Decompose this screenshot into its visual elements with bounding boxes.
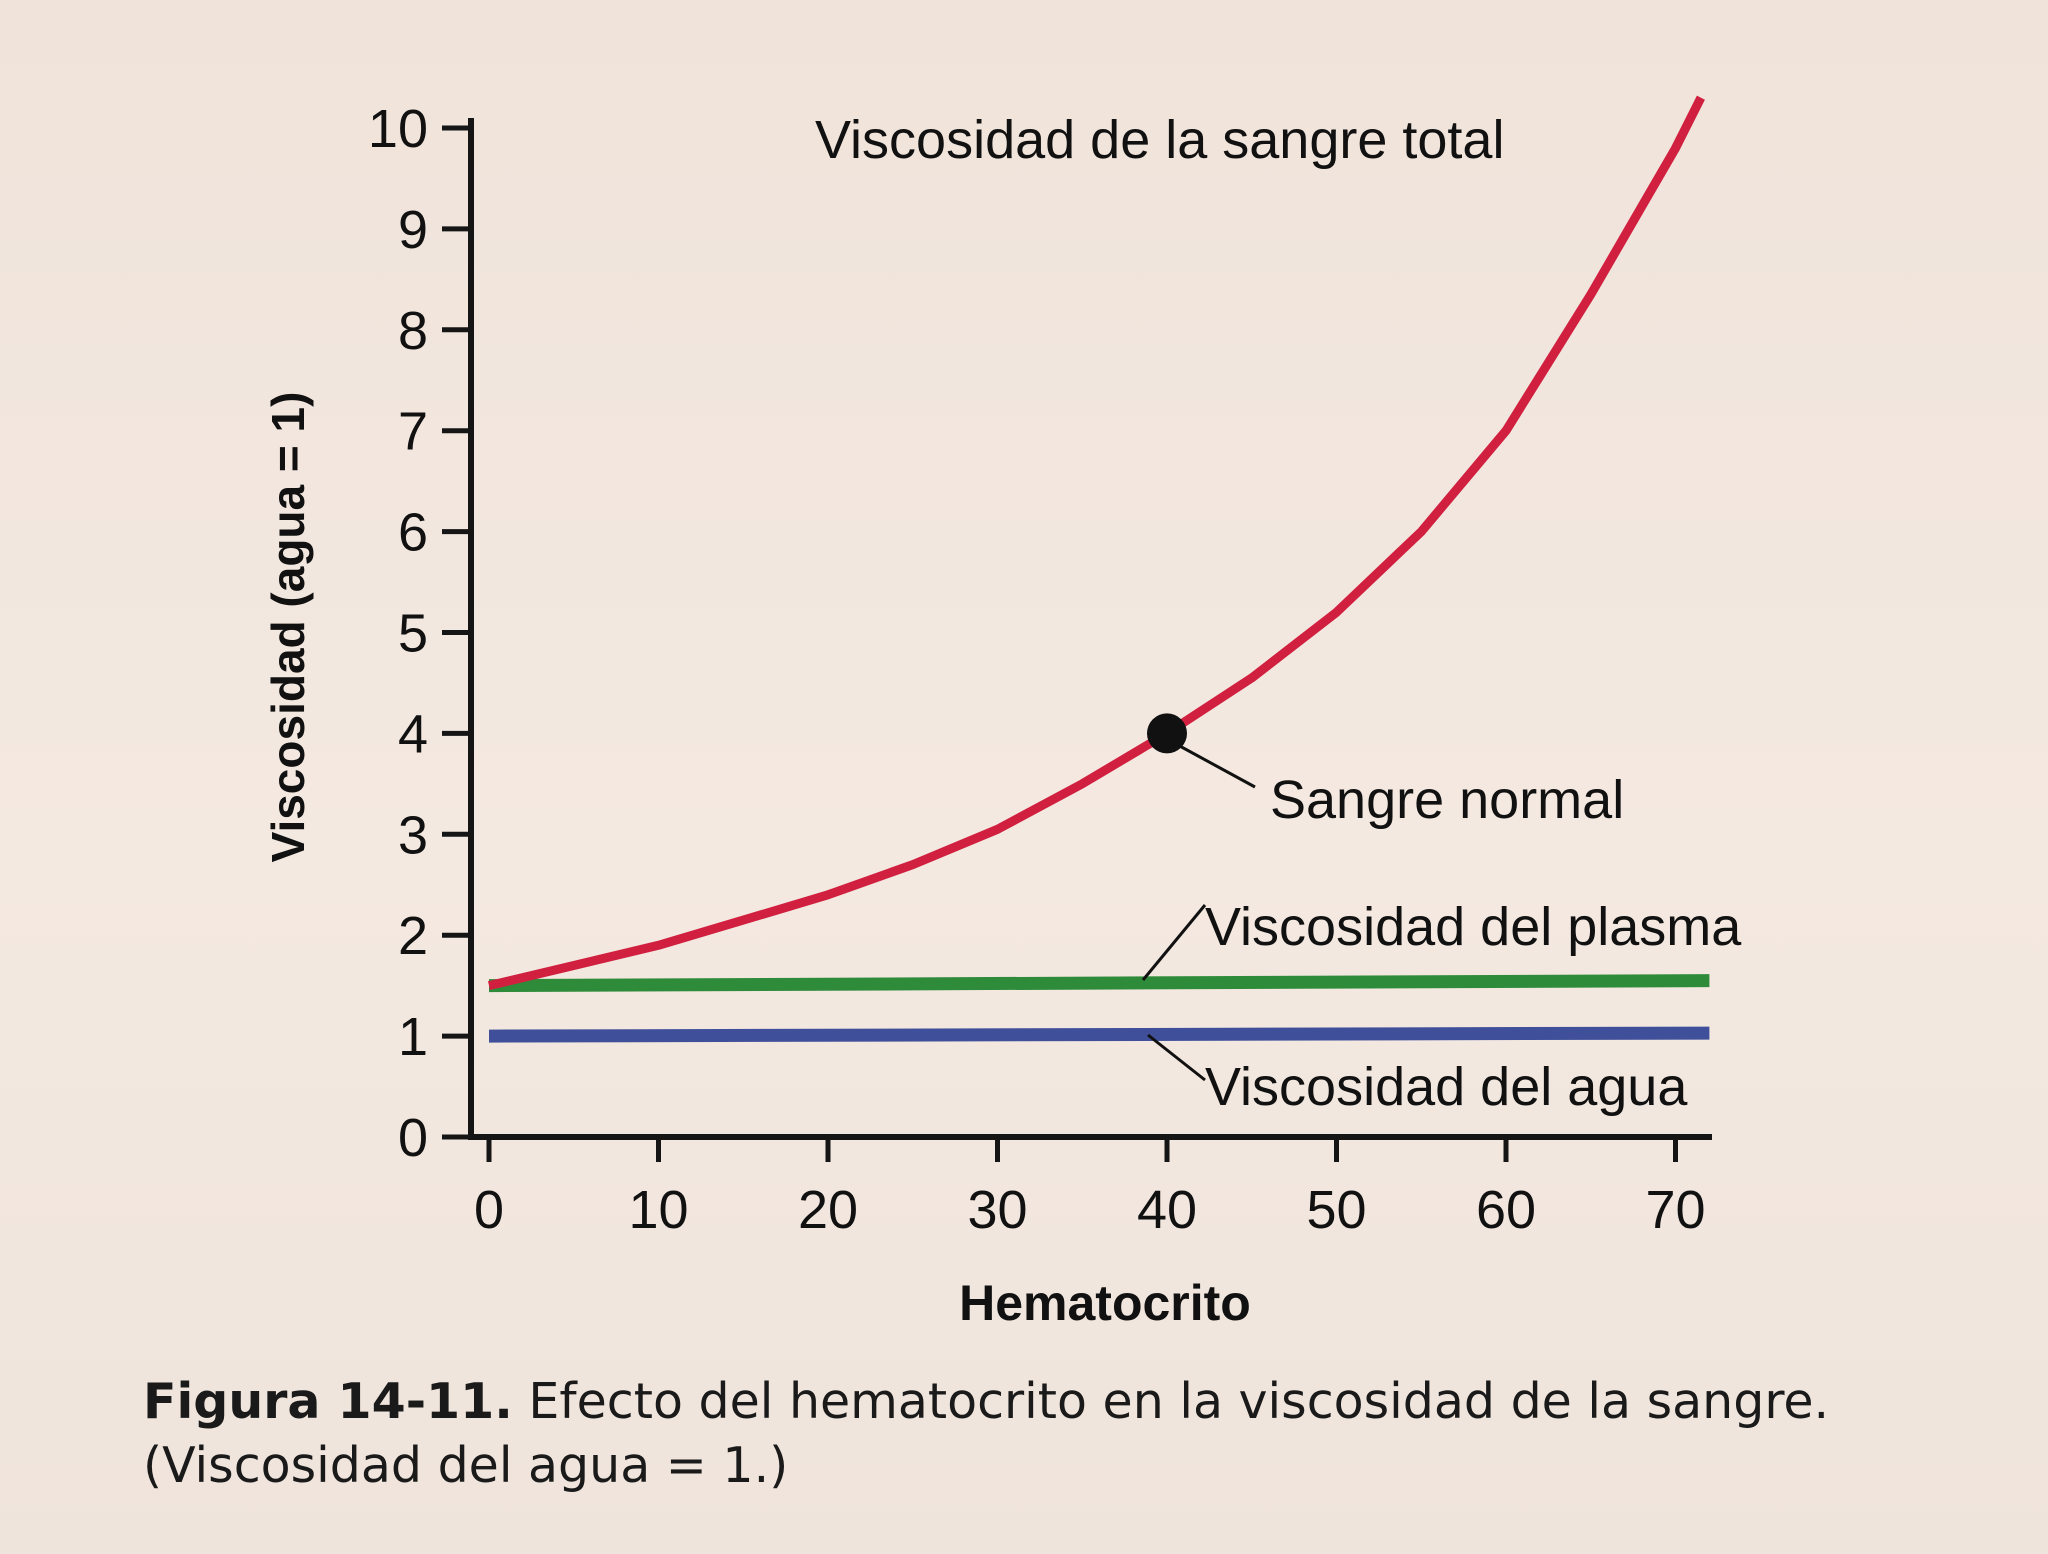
series-line-plasma xyxy=(488,974,1710,993)
caption-text: Efecto del hematocrito en la viscosidad … xyxy=(143,1373,1830,1494)
y-axis-title: Viscosidad (agua = 1) xyxy=(262,392,314,863)
x-tick-label: 40 xyxy=(1137,1180,1197,1240)
series-line-sangre-total xyxy=(487,95,1705,990)
x-tick-label: 70 xyxy=(1645,1180,1705,1240)
y-tick-label: 4 xyxy=(398,704,428,764)
figure-caption: Figura 14-11. Efecto del hematocrito en … xyxy=(143,1370,1993,1498)
y-tick-label: 2 xyxy=(398,906,428,966)
x-tick-label: 10 xyxy=(628,1180,688,1240)
caption-label: Figura 14-11. xyxy=(143,1373,513,1430)
y-tick-label: 8 xyxy=(398,301,428,361)
x-tick-label: 20 xyxy=(798,1180,858,1240)
y-tick-label: 3 xyxy=(398,805,428,865)
y-tick-label: 9 xyxy=(398,200,428,260)
annotation-water: Viscosidad del agua xyxy=(1205,1057,1688,1117)
leader-water xyxy=(1147,1033,1206,1082)
y-tick-label: 7 xyxy=(398,402,428,462)
annotation-normal: Sangre normal xyxy=(1270,770,1624,830)
y-tick-label: 6 xyxy=(398,503,428,563)
y-tick-label: 1 xyxy=(398,1007,428,1067)
leader-plasma xyxy=(1141,904,1207,981)
y-tick-label: 5 xyxy=(398,604,428,664)
x-tick-label: 50 xyxy=(1306,1180,1366,1240)
y-tick-label: 0 xyxy=(398,1108,428,1168)
annotation-plasma: Viscosidad del plasma xyxy=(1205,897,1742,957)
x-tick-label: 60 xyxy=(1476,1180,1536,1240)
y-tick-label: 10 xyxy=(368,99,428,159)
x-tick-label: 30 xyxy=(967,1180,1027,1240)
annotation-total: Viscosidad de la sangre total xyxy=(815,110,1504,170)
leader-normal xyxy=(1164,736,1256,789)
x-tick-label: 0 xyxy=(474,1180,504,1240)
series-line-agua xyxy=(488,1026,1710,1043)
x-axis-title: Hematocrito xyxy=(959,1275,1251,1331)
